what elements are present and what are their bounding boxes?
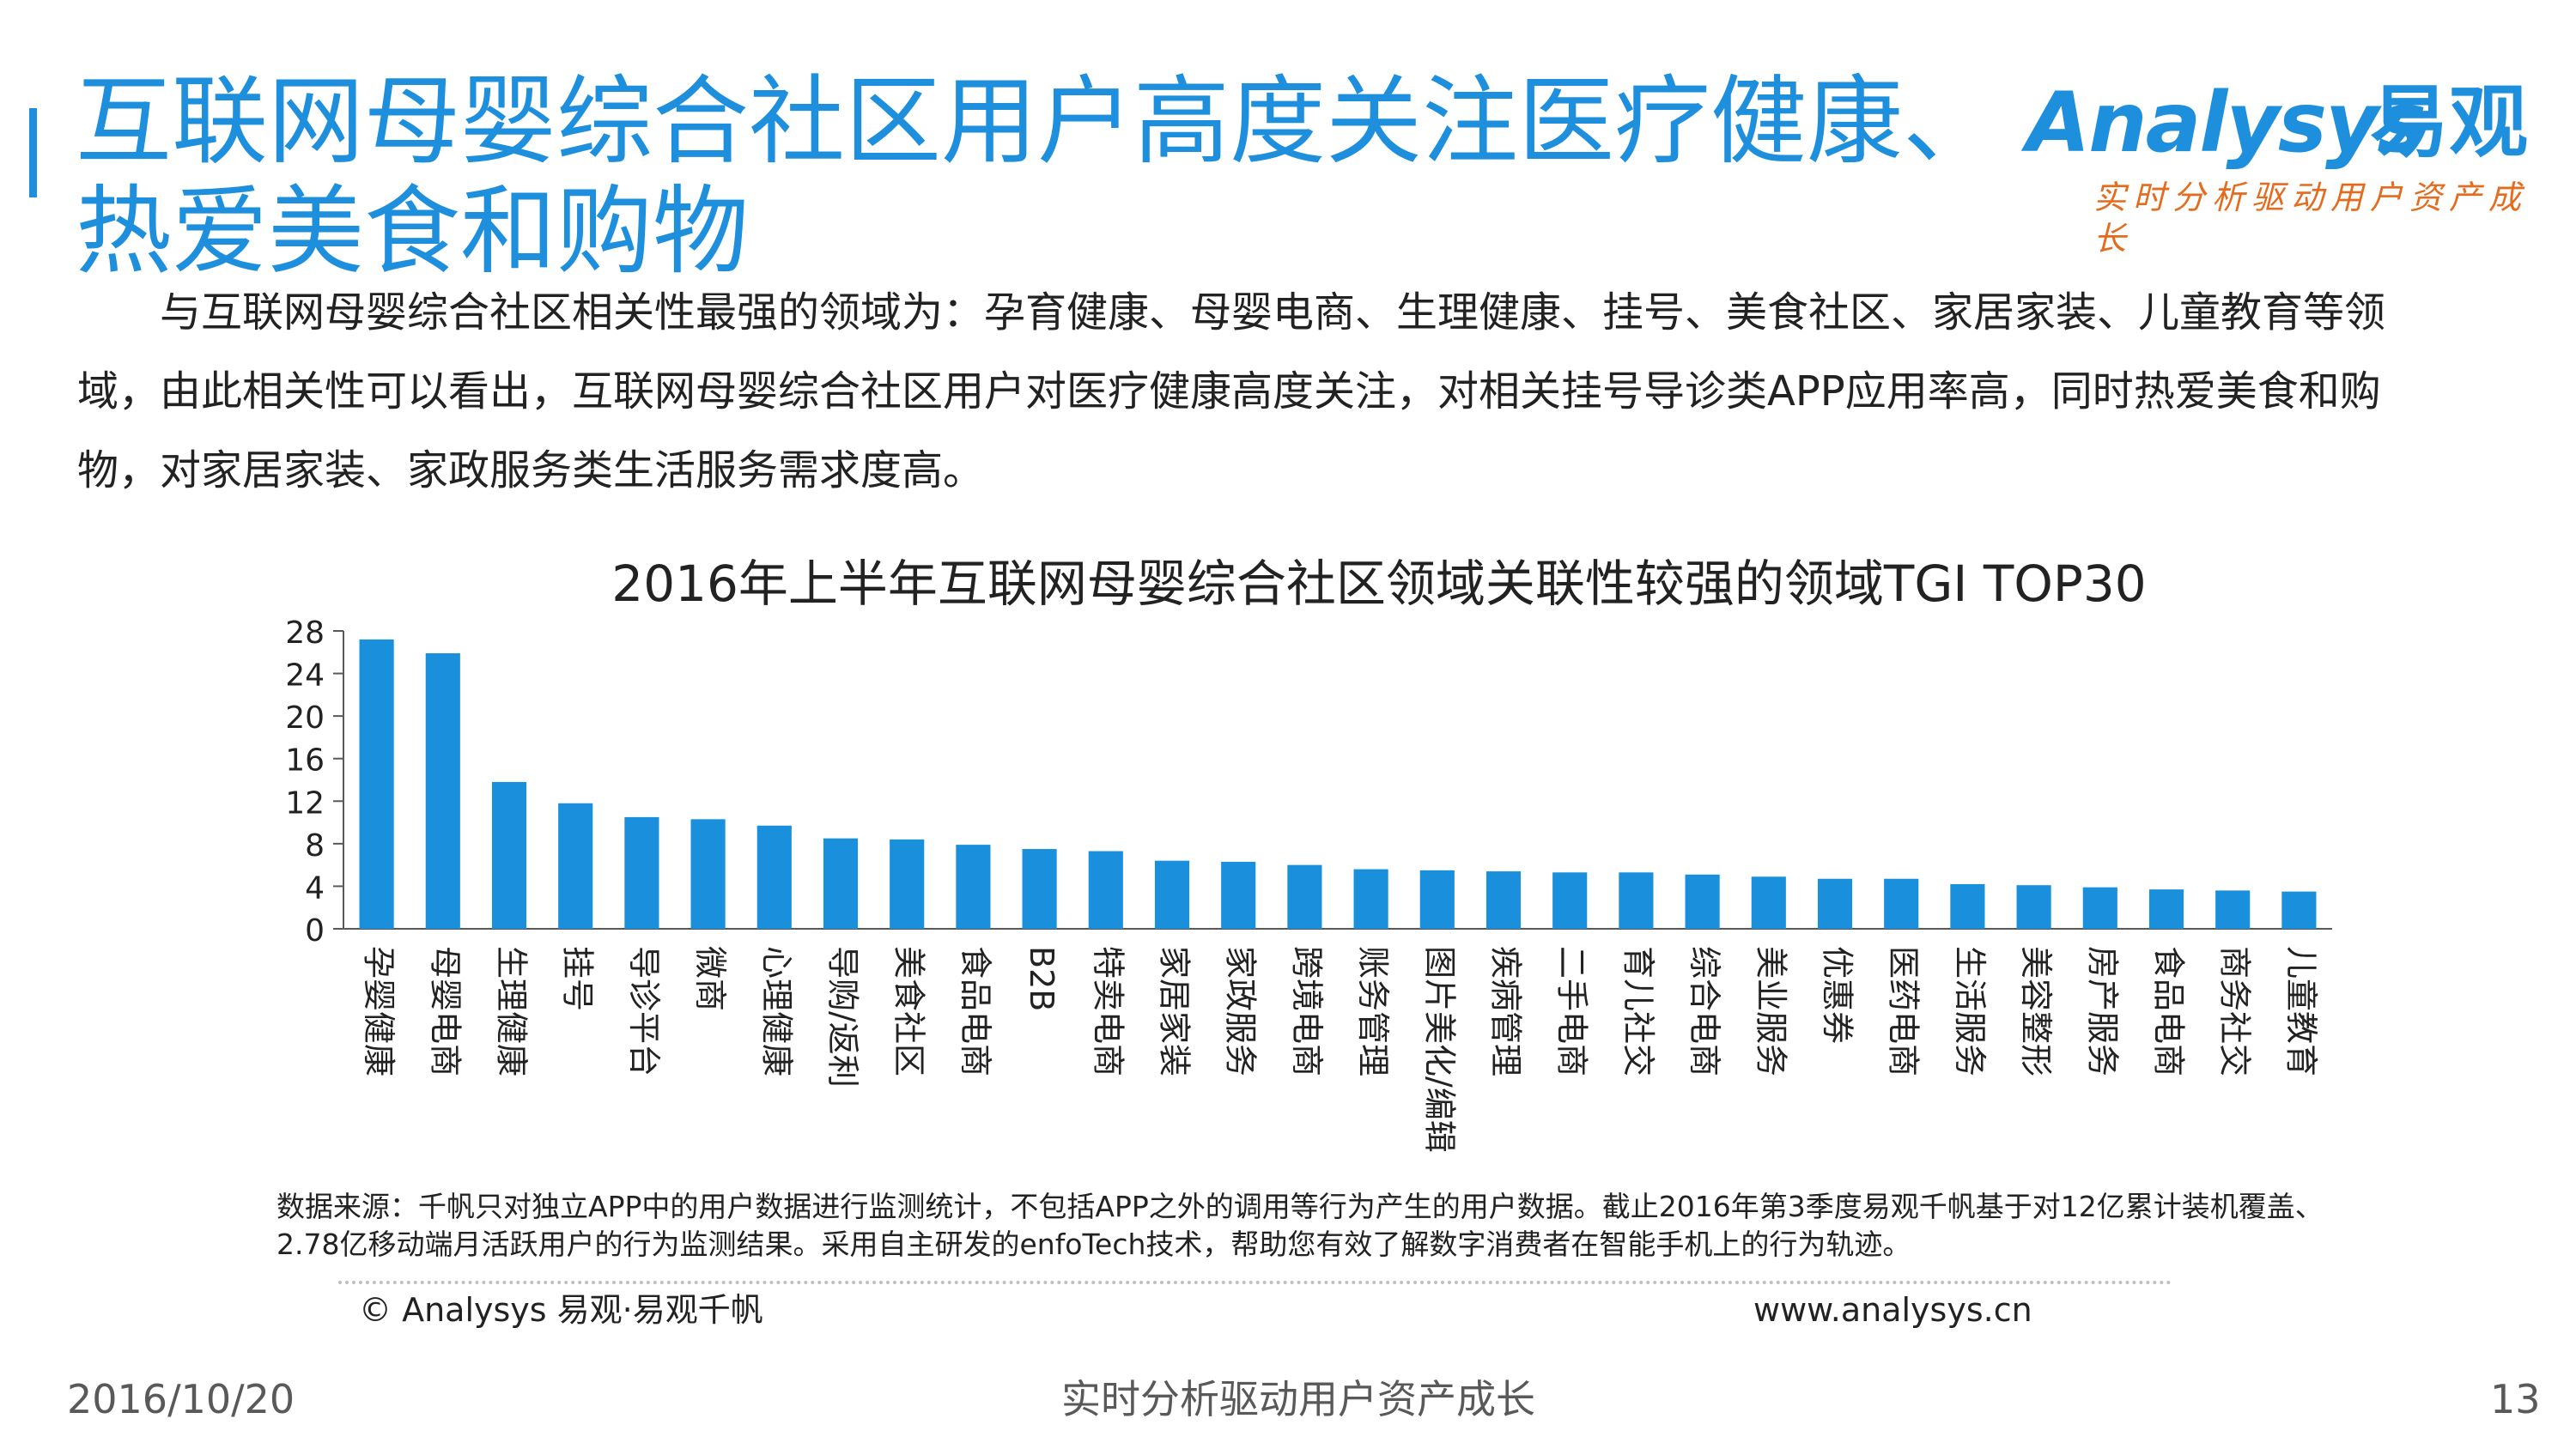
- title-accent-bar: [29, 108, 37, 197]
- bar: [1884, 878, 1919, 929]
- copyright-text: © Analysys 易观·易观千帆: [359, 1291, 763, 1329]
- bar: [2281, 891, 2317, 929]
- x-tick-label: 家政服务: [1222, 946, 1260, 1076]
- bar: [1022, 849, 1057, 929]
- y-tick-label: 16: [285, 743, 325, 779]
- bar: [491, 781, 527, 929]
- bar: [956, 845, 991, 929]
- x-tick-label: 生理健康: [493, 946, 531, 1076]
- chart-title: 2016年上半年互联网母婴综合社区领域关联性较强的领域TGI TOP30: [611, 555, 2146, 613]
- x-tick-label: 儿童教育: [2282, 946, 2320, 1076]
- x-tick-label: 育儿社交: [1619, 946, 1657, 1076]
- x-tick-label: 优惠券: [1819, 946, 1856, 1044]
- x-tick-label: 美业服务: [1752, 946, 1789, 1076]
- bar: [1088, 851, 1123, 929]
- x-tick-label: 特卖电商: [1089, 946, 1127, 1076]
- intro-paragraph: 与互联网母婴综合社区相关性最强的领域为：孕育健康、母婴电商、生理健康、挂号、美食…: [77, 288, 2386, 494]
- bar: [1221, 861, 1256, 929]
- x-tick-label: 商务社交: [2216, 946, 2254, 1076]
- y-tick-label: 28: [285, 615, 325, 651]
- tgi-bar-chart: 2016年上半年互联网母婴综合社区领域关联性较强的领域TGI TOP30 0 4 8…: [285, 555, 2332, 1153]
- bar-series: [359, 639, 2317, 929]
- x-tick-label: 食品电商: [957, 946, 994, 1076]
- y-tick-label: 20: [285, 700, 325, 736]
- x-tick-label: 家居家装: [1156, 946, 1194, 1076]
- logo-chinese-text: 易观: [2370, 76, 2529, 168]
- y-tick-label: 24: [285, 658, 325, 694]
- y-axis: 0 4 8 12 16 20 24 28: [285, 615, 2332, 949]
- bar: [1552, 872, 1588, 929]
- bar: [2148, 889, 2184, 929]
- bar: [359, 639, 394, 929]
- x-tick-label: 账务管理: [1354, 946, 1392, 1076]
- bar: [2215, 890, 2251, 929]
- x-tick-label: 二手电商: [1553, 946, 1591, 1076]
- bar: [1353, 869, 1388, 929]
- bar: [823, 838, 859, 929]
- bar: [1287, 864, 1322, 929]
- bar: [2016, 885, 2051, 929]
- x-tick-label: 图片美化/编辑: [1420, 946, 1458, 1153]
- y-tick-label: 0: [305, 913, 325, 949]
- footer-date: 2016/10/20: [67, 1376, 295, 1422]
- bar: [1751, 876, 1786, 929]
- x-tick-label: 导购/返利: [824, 946, 862, 1088]
- bar: [1419, 870, 1455, 929]
- x-tick-label: 母婴电商: [426, 946, 464, 1076]
- logo-slogan: 实时分析驱动用户资产成长: [2093, 179, 2529, 258]
- analysys-logo: Analysys 易观 实时分析驱动用户资产成长: [2026, 75, 2559, 258]
- bar: [690, 819, 726, 929]
- x-tick-label: 生活服务: [1951, 946, 1989, 1076]
- x-tick-label: 跨境电商: [1288, 946, 1326, 1076]
- bar: [2082, 887, 2117, 929]
- footer-dotted-divider: [338, 1281, 2172, 1284]
- page-number: 13: [2490, 1376, 2541, 1422]
- x-tick-label: B2B: [1023, 946, 1060, 1011]
- bar: [1485, 871, 1522, 929]
- page-title: 互联网母婴综合社区用户高度关注医疗健康、热爱美食和购物: [76, 66, 1999, 288]
- x-tick-label: 微商: [691, 946, 729, 1011]
- x-tick-label: 房产服务: [2083, 946, 2121, 1076]
- logo-english-text: Analysys: [2026, 75, 2427, 171]
- x-tick-label: 综合电商: [1686, 946, 1723, 1076]
- bar: [1817, 878, 1853, 929]
- x-axis-labels: 孕婴健康 母婴电商 生理健康 挂号 导诊平台 微商 心理健康 导购/返利 美食社区 食品电商 B2B…: [360, 946, 2320, 1153]
- y-tick-label: 8: [305, 828, 325, 864]
- bar: [425, 653, 460, 929]
- y-tick-label: 12: [285, 785, 325, 821]
- bar: [890, 839, 925, 929]
- x-tick-label: 疾病管理: [1487, 946, 1525, 1076]
- data-source-footnote: 数据来源：千帆只对独立APP中的用户数据进行监测统计，不包括APP之外的调用等行…: [276, 1190, 2324, 1261]
- bar: [756, 825, 792, 929]
- x-tick-label: 心理健康: [757, 946, 795, 1076]
- bar: [558, 803, 593, 929]
- bar: [1685, 874, 1720, 929]
- x-tick-label: 医药电商: [1885, 946, 1923, 1076]
- y-tick-label: 4: [305, 870, 325, 906]
- footer-slogan: 实时分析驱动用户资产成长: [1061, 1376, 1535, 1422]
- x-tick-label: 美容整形: [2017, 946, 2055, 1076]
- bar: [1619, 872, 1654, 929]
- x-tick-label: 孕婴健康: [360, 946, 398, 1076]
- x-tick-label: 导诊平台: [625, 946, 663, 1076]
- bar: [624, 816, 659, 929]
- bar: [1950, 883, 1985, 929]
- x-tick-label: 挂号: [559, 946, 597, 1011]
- x-tick-label: 美食社区: [890, 946, 928, 1076]
- x-tick-label: 食品电商: [2150, 946, 2188, 1076]
- bar: [1154, 860, 1190, 929]
- website-link[interactable]: www.analysys.cn: [1753, 1291, 2032, 1329]
